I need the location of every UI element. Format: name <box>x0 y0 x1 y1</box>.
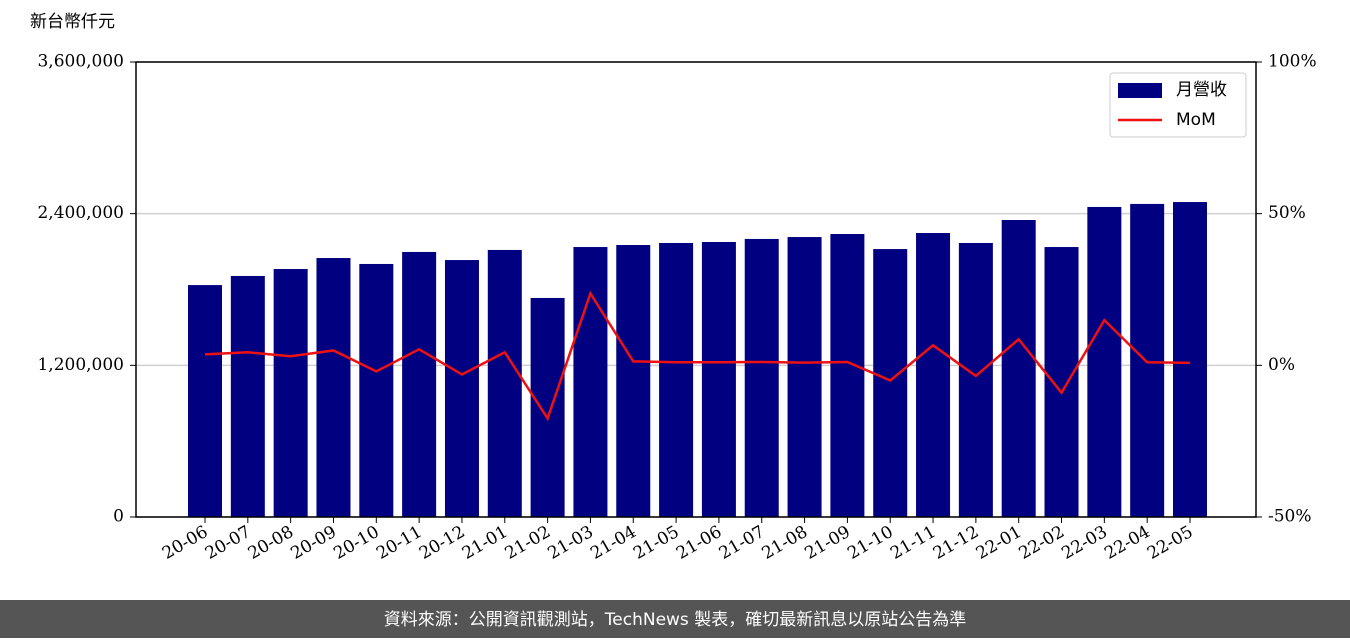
legend-label: 月營收 <box>1176 80 1227 100</box>
bar <box>787 237 822 517</box>
legend-swatch <box>1118 83 1162 98</box>
x-tick-label: 20-07 <box>202 522 254 564</box>
bar <box>359 263 394 517</box>
footer-bar <box>0 600 1350 638</box>
legend-label: MoM <box>1176 110 1216 130</box>
bar <box>1001 219 1036 517</box>
plot-frame <box>135 61 1257 518</box>
bar <box>830 234 865 518</box>
bar <box>273 269 308 517</box>
y2-tick-label: 100% <box>1268 52 1317 72</box>
x-tick-label: 22-02 <box>1016 522 1068 564</box>
y-axis-label: 新台幣仟元 <box>30 12 115 32</box>
bar <box>916 233 951 518</box>
bar <box>744 238 779 517</box>
y-tick-label: 3,600,000 <box>37 52 124 72</box>
x-tick-label: 21-11 <box>887 522 939 564</box>
bar <box>530 297 565 517</box>
y-tick-label: 0 <box>113 507 124 527</box>
x-tick-label: 22-01 <box>973 522 1025 564</box>
bar <box>1087 206 1122 517</box>
line <box>204 290 1191 422</box>
bar <box>316 258 351 517</box>
x-tick-label: 22-05 <box>1144 522 1196 564</box>
x-tick-label: 22-04 <box>1101 522 1153 564</box>
x-tick-label: 21-12 <box>930 522 982 564</box>
x-tick-label: 20-06 <box>159 522 211 564</box>
x-tick-label: 21-03 <box>544 522 596 564</box>
x-tick-label: 21-06 <box>673 522 725 564</box>
y2-tick-label: 50% <box>1268 203 1306 223</box>
x-tick-label: 20-11 <box>373 522 425 564</box>
bar <box>402 251 437 517</box>
x-tick-label: 20-08 <box>245 522 297 564</box>
bar <box>659 242 694 517</box>
bar <box>1044 247 1079 518</box>
x-tick-label: 21-08 <box>759 522 811 564</box>
y-tick-label: 2,400,000 <box>37 203 124 223</box>
x-tick-label: 21-07 <box>716 522 768 564</box>
x-tick-label: 22-03 <box>1058 522 1110 564</box>
bar <box>958 242 993 517</box>
bar <box>616 245 651 517</box>
bar <box>873 249 908 518</box>
y-tick-label: 1,200,000 <box>37 355 124 375</box>
bar <box>230 275 265 517</box>
x-tick-label: 20-09 <box>288 522 340 564</box>
bar <box>573 247 608 518</box>
bar <box>487 249 522 517</box>
y2-tick-label: 0% <box>1268 355 1295 375</box>
x-tick-label: 20-12 <box>416 522 468 564</box>
x-tick-label: 21-10 <box>844 522 896 564</box>
bar <box>1173 202 1207 518</box>
x-tick-label: 21-04 <box>587 522 639 564</box>
bar <box>1130 203 1165 517</box>
x-tick-label: 21-09 <box>801 522 853 564</box>
x-tick-label: 20-10 <box>330 522 382 564</box>
x-tick-label: 21-05 <box>630 522 682 564</box>
bar <box>444 260 479 517</box>
x-tick-label: 21-01 <box>459 522 511 564</box>
y2-tick-label: -50% <box>1268 507 1312 527</box>
bar <box>701 241 736 517</box>
source-note: 資料來源：公開資訊觀測站，TechNews 製表，確切最新訊息以原站公告為準 <box>384 610 966 630</box>
bar <box>188 285 222 517</box>
x-tick-label: 21-02 <box>502 522 554 564</box>
